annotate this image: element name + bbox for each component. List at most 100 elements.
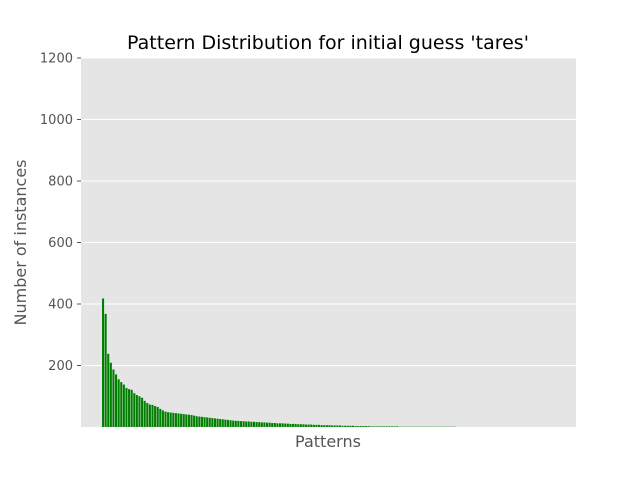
- bar: [336, 425, 338, 427]
- bar: [334, 425, 336, 427]
- bar: [243, 421, 245, 427]
- bar: [151, 405, 153, 427]
- bar: [138, 396, 140, 427]
- y-tick-label: 800: [48, 175, 73, 190]
- bar: [219, 419, 221, 427]
- bar: [250, 422, 252, 427]
- bar: [232, 421, 234, 427]
- bar: [196, 416, 198, 427]
- bar: [154, 406, 156, 427]
- bar: [240, 421, 242, 427]
- bar: [141, 398, 143, 427]
- bar: [295, 424, 297, 427]
- bar: [248, 421, 250, 427]
- bar: [222, 419, 224, 427]
- bar: [386, 426, 388, 427]
- bar: [305, 425, 307, 427]
- bar: [172, 413, 174, 427]
- bar: [107, 354, 109, 427]
- bar: [110, 363, 112, 427]
- bar: [136, 395, 138, 427]
- bar: [347, 426, 349, 427]
- bar: [235, 421, 237, 427]
- x-axis-label: Patterns: [295, 432, 361, 451]
- bar: [149, 405, 151, 427]
- bar: [159, 409, 161, 427]
- bar: [237, 421, 239, 427]
- bar: [396, 426, 398, 427]
- bar: [269, 423, 271, 427]
- bar: [276, 423, 278, 427]
- bar: [112, 370, 114, 428]
- bar: [191, 415, 193, 427]
- bar: [157, 407, 159, 427]
- bar: [201, 417, 203, 427]
- bar: [102, 298, 104, 427]
- bar: [360, 426, 362, 427]
- bar: [206, 417, 208, 427]
- bar: [362, 426, 364, 427]
- bar: [118, 379, 120, 427]
- bar: [302, 424, 304, 427]
- bar: [188, 415, 190, 427]
- bar: [357, 426, 359, 427]
- bar: [217, 419, 219, 427]
- bar: [381, 426, 383, 427]
- bar: [193, 416, 195, 427]
- bar: [230, 420, 232, 427]
- bar: [115, 374, 117, 427]
- bar: [391, 426, 393, 427]
- y-axis-label: Number of instances: [11, 160, 30, 326]
- bar: [209, 418, 211, 427]
- bar: [318, 425, 320, 427]
- bar: [378, 426, 380, 427]
- bar: [368, 426, 370, 427]
- bar: [383, 426, 385, 427]
- bar: [258, 422, 260, 427]
- bar: [128, 389, 130, 427]
- bar: [245, 421, 247, 427]
- bar: [167, 412, 169, 427]
- bar: [300, 424, 302, 427]
- bar: [341, 426, 343, 427]
- bar: [144, 401, 146, 427]
- y-tick-label: 600: [48, 236, 73, 251]
- bar: [164, 412, 166, 427]
- bar: [146, 403, 148, 427]
- bar: [227, 420, 229, 427]
- bar: [185, 414, 187, 427]
- bar: [133, 393, 135, 427]
- bar: [204, 417, 206, 427]
- y-tick-label: 1000: [40, 113, 73, 128]
- bar: [370, 426, 372, 427]
- bar: [313, 425, 315, 427]
- bar: [120, 382, 122, 427]
- y-axis-ticks: 20040060080010001200: [40, 52, 81, 375]
- bar: [261, 422, 263, 427]
- bar: [394, 426, 396, 427]
- bar: [349, 426, 351, 427]
- bar: [289, 424, 291, 427]
- bar: [321, 425, 323, 427]
- bar: [183, 414, 185, 427]
- bar: [253, 422, 255, 427]
- bar: [170, 413, 172, 427]
- bar: [180, 414, 182, 427]
- bar: [331, 425, 333, 427]
- bar: [105, 314, 107, 427]
- chart-title: Pattern Distribution for initial guess '…: [127, 32, 529, 54]
- bar: [125, 388, 127, 427]
- bar: [224, 420, 226, 427]
- bar: [292, 424, 294, 427]
- bar: [315, 425, 317, 427]
- bar: [287, 424, 289, 427]
- bar: [373, 426, 375, 427]
- bar: [354, 426, 356, 427]
- bar: [323, 425, 325, 427]
- bar: [388, 426, 390, 427]
- bar: [282, 423, 284, 427]
- bar: [339, 425, 341, 427]
- bar: [328, 425, 330, 427]
- bar: [177, 413, 179, 427]
